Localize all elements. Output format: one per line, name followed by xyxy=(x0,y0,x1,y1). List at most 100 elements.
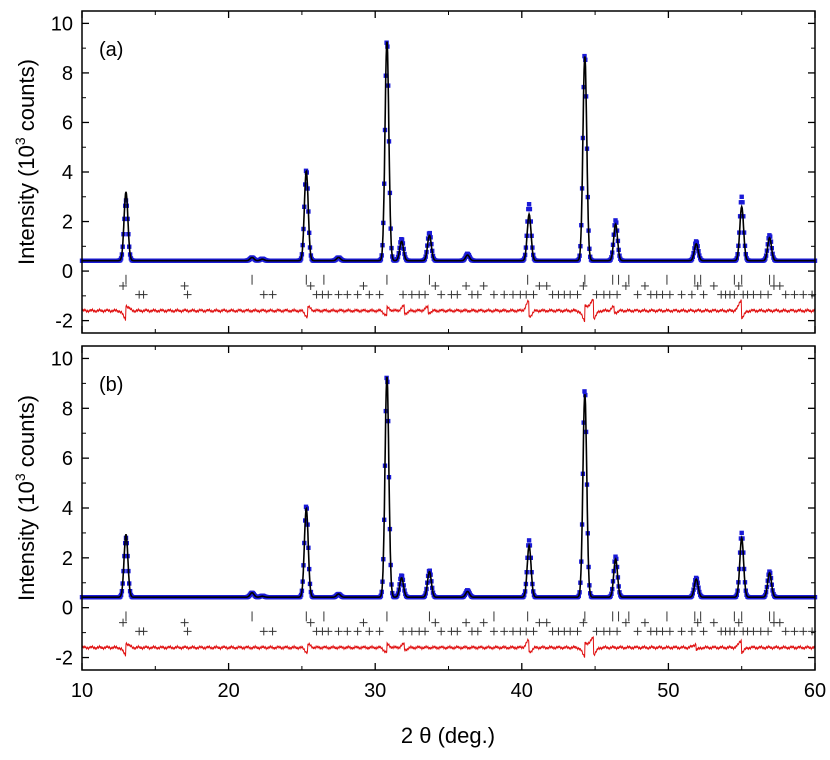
reflection-marker xyxy=(605,290,614,299)
y-tick-label: 4 xyxy=(62,498,73,520)
panel-a-calculated-curve xyxy=(82,41,815,262)
reflection-marker xyxy=(658,627,667,636)
reflection-marker xyxy=(306,618,315,627)
panel-b-frame xyxy=(81,345,816,671)
reflection-marker xyxy=(730,290,739,299)
reflection-marker xyxy=(359,281,368,290)
panel-a-y-axis-label: Intensity (103 counts) xyxy=(12,59,39,265)
reflection-marker xyxy=(509,627,518,636)
observed-point xyxy=(123,198,129,203)
reflection-marker xyxy=(573,627,582,636)
reflection-marker xyxy=(749,627,758,636)
reflection-marker xyxy=(775,618,784,627)
reflection-marker xyxy=(489,290,498,299)
reflection-marker xyxy=(453,627,462,636)
panel-b-y-axis: -2 0 2 4 6 8 10 xyxy=(51,346,816,670)
reflection-marker xyxy=(473,290,482,299)
reflection-marker xyxy=(375,290,384,299)
reflection-marker xyxy=(781,627,790,636)
x-tick-label: 20 xyxy=(217,680,239,702)
reflection-marker xyxy=(399,627,408,636)
reflection-marker xyxy=(592,290,601,299)
observed-point xyxy=(399,237,405,242)
reflection-marker xyxy=(693,281,702,290)
x-axis: 10 20 30 40 50 60 xyxy=(71,680,826,702)
reflection-marker xyxy=(180,618,189,627)
reflection-marker xyxy=(764,627,773,636)
reflection-marker xyxy=(621,281,630,290)
reflection-marker xyxy=(479,281,488,290)
reflection-marker xyxy=(473,627,482,636)
reflection-marker xyxy=(509,290,518,299)
reflection-marker xyxy=(180,281,189,290)
panel-a: -2 0 2 4 6 8 10 (a) Intensity (103 counts) xyxy=(12,10,818,334)
reflection-marker xyxy=(437,627,446,636)
reflection-marker xyxy=(592,627,601,636)
reflection-marker xyxy=(407,627,416,636)
panel-a-phase2-reflections xyxy=(119,281,817,299)
reflection-marker xyxy=(365,290,374,299)
observed-point xyxy=(427,230,432,236)
observed-point xyxy=(427,568,432,573)
y-tick-label: 6 xyxy=(62,448,73,470)
observed-point xyxy=(694,240,700,245)
reflection-marker xyxy=(799,627,808,636)
observed-point xyxy=(526,202,532,207)
observed-point xyxy=(527,206,533,212)
reflection-marker xyxy=(605,627,614,636)
reflection-marker xyxy=(579,281,588,290)
panel-b-observed-series xyxy=(79,375,818,600)
panel-b: -2 0 2 4 6 8 10 (b) Intensity (103 counts) xyxy=(12,345,818,671)
reflection-marker xyxy=(479,618,488,627)
reflection-marker xyxy=(259,627,268,636)
reflection-marker xyxy=(119,618,128,627)
x-tick-label: 30 xyxy=(364,680,386,702)
observed-point xyxy=(740,200,745,205)
reflection-marker xyxy=(566,290,575,299)
reflection-marker xyxy=(437,290,446,299)
panel-a-observed-series xyxy=(79,40,818,263)
reflection-marker xyxy=(799,290,808,299)
observed-point xyxy=(614,220,619,225)
reflection-marker xyxy=(334,290,343,299)
panel-a-label: (a) xyxy=(99,39,123,61)
reflection-marker xyxy=(734,618,743,627)
reflection-marker xyxy=(781,290,790,299)
reflection-marker xyxy=(500,290,509,299)
reflection-marker xyxy=(621,618,630,627)
reflection-marker xyxy=(259,290,268,299)
reflection-marker xyxy=(790,627,799,636)
reflection-marker xyxy=(665,290,674,299)
panel-a-frame xyxy=(81,10,816,334)
y-tick-label: 2 xyxy=(62,548,73,570)
reflection-marker xyxy=(489,627,498,636)
panel-a-y-axis: -2 0 2 4 6 8 10 xyxy=(51,11,816,333)
reflection-marker xyxy=(749,290,758,299)
y-tick-label: 8 xyxy=(62,63,73,85)
reflection-marker xyxy=(453,290,462,299)
reflection-marker xyxy=(462,618,471,627)
reflection-marker xyxy=(529,290,538,299)
panel-b-plot-area xyxy=(79,375,818,658)
reflection-marker xyxy=(306,281,315,290)
reflection-marker xyxy=(139,290,148,299)
reflection-marker xyxy=(359,618,368,627)
reflection-marker xyxy=(462,281,471,290)
panel-b-label: (b) xyxy=(99,374,123,396)
panel-b-phase1-reflections xyxy=(125,611,775,622)
y-tick-label: 6 xyxy=(62,112,73,134)
reflection-marker xyxy=(687,290,696,299)
observed-point xyxy=(582,53,587,59)
reflection-marker xyxy=(522,290,531,299)
observed-point xyxy=(739,530,744,536)
reflection-marker xyxy=(365,627,374,636)
reflection-marker xyxy=(633,627,642,636)
reflection-marker xyxy=(268,627,277,636)
reflection-marker xyxy=(613,290,622,299)
reflection-marker xyxy=(139,627,148,636)
observed-point xyxy=(768,234,773,239)
reflection-marker xyxy=(268,290,277,299)
x-tick-label: 60 xyxy=(804,680,826,702)
x-axis-label: 2 θ (deg.) xyxy=(401,723,495,748)
y-tick-label: 8 xyxy=(62,398,73,420)
